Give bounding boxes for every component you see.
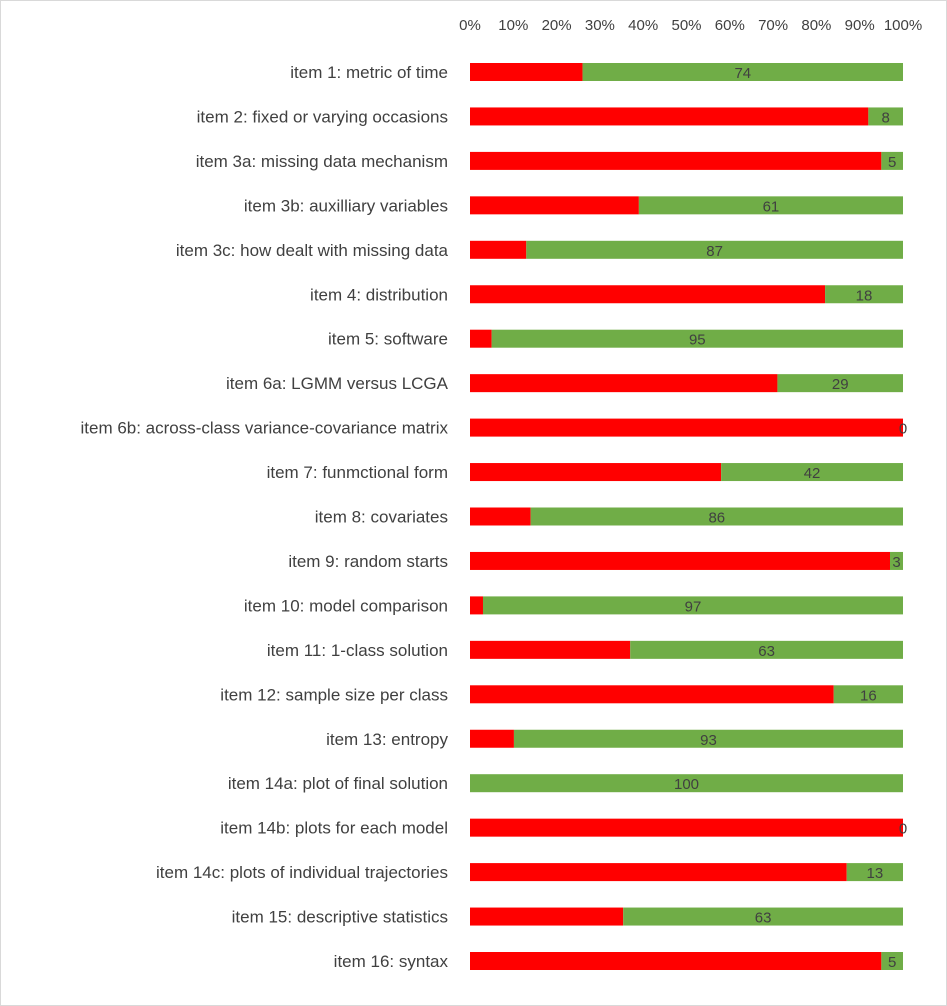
data-label: 29 bbox=[832, 376, 849, 393]
data-label: 42 bbox=[804, 465, 821, 482]
bar-segment-reported bbox=[868, 107, 903, 126]
x-tick-label: 10% bbox=[498, 17, 528, 34]
bar-segment-not-reported bbox=[470, 596, 483, 615]
bar-segment-reported bbox=[881, 952, 903, 970]
bar-segment-not-reported bbox=[470, 507, 531, 526]
x-tick-label: 60% bbox=[715, 17, 745, 34]
data-label: 86 bbox=[708, 510, 725, 527]
data-label: 87 bbox=[706, 243, 723, 260]
category-label: item 4: distribution bbox=[310, 285, 448, 304]
bar-segment-reported bbox=[526, 240, 903, 259]
category-labels: item 1: metric of time item 2: fixed or v… bbox=[80, 63, 448, 971]
data-label: 63 bbox=[755, 910, 772, 927]
category-label: item 3b: auxilliary variables bbox=[244, 196, 448, 215]
bar-segment-not-reported bbox=[470, 329, 492, 348]
x-tick-label: 40% bbox=[628, 17, 658, 34]
bar-segment-reported bbox=[470, 774, 903, 793]
data-label: 100 bbox=[674, 776, 699, 793]
data-labels: 74 8 5 61 87 18 95 29 0 42 86 3 97 63 16 93 100 0 13 63 5 bbox=[674, 65, 907, 971]
category-label: item 12: sample size per class bbox=[220, 685, 448, 704]
data-label: 8 bbox=[882, 109, 890, 126]
bar-segment-not-reported bbox=[470, 729, 514, 748]
data-label: 0 bbox=[899, 821, 907, 838]
bar-segment-not-reported bbox=[470, 196, 639, 215]
category-label: item 9: random starts bbox=[288, 552, 448, 571]
bar-segment-reported bbox=[582, 63, 903, 81]
bar-segment-not-reported bbox=[470, 151, 882, 170]
category-label: item 7: funmctional form bbox=[267, 463, 448, 482]
x-tick-label: 30% bbox=[585, 17, 615, 34]
bar-segment-not-reported bbox=[470, 907, 624, 926]
data-label: 95 bbox=[689, 332, 706, 349]
bar-segment-reported bbox=[890, 551, 903, 570]
category-label: item 14c: plots of individual trajectori… bbox=[156, 863, 448, 882]
bar-segment-not-reported bbox=[470, 952, 882, 970]
bar-segment-reported bbox=[491, 329, 903, 348]
bar-segment-not-reported bbox=[470, 418, 903, 437]
data-label: 63 bbox=[758, 643, 775, 660]
data-label: 61 bbox=[763, 198, 780, 215]
bar-segment-not-reported bbox=[470, 285, 826, 304]
bar-segment-not-reported bbox=[470, 63, 583, 81]
data-label: 0 bbox=[899, 421, 907, 438]
data-label: 13 bbox=[867, 865, 884, 882]
data-label: 18 bbox=[856, 287, 873, 304]
bar-segment-reported bbox=[881, 151, 903, 170]
category-label: item 15: descriptive statistics bbox=[232, 908, 448, 927]
bar-segment-reported bbox=[825, 285, 903, 304]
bar-segment-not-reported bbox=[470, 107, 869, 126]
data-label: 5 bbox=[888, 154, 896, 171]
x-tick-label: 0% bbox=[459, 17, 481, 34]
category-label: item 8: covariates bbox=[315, 508, 448, 527]
category-label: item 2: fixed or varying occasions bbox=[197, 107, 448, 126]
category-label: item 6b: across-class variance-covarianc… bbox=[80, 419, 448, 438]
bar-segment-reported bbox=[530, 507, 903, 526]
category-label: item 10: model comparison bbox=[244, 596, 448, 615]
category-label: item 3a: missing data mechanism bbox=[196, 152, 448, 171]
bar-segment-not-reported bbox=[470, 818, 903, 837]
category-label: item 3c: how dealt with missing data bbox=[176, 241, 449, 260]
category-label: item 6a: LGMM versus LCGA bbox=[226, 374, 449, 393]
category-label: item 14b: plots for each model bbox=[220, 819, 448, 838]
category-label: item 1: metric of time bbox=[290, 63, 448, 82]
category-label: item 11: 1-class solution bbox=[267, 641, 448, 660]
category-label: item 16: syntax bbox=[334, 952, 449, 971]
bar-segment-reported bbox=[721, 463, 903, 482]
bar-segment-reported bbox=[513, 729, 903, 748]
bar-segment-reported bbox=[638, 196, 903, 215]
x-tick-label: 100% bbox=[884, 17, 922, 34]
x-tick-label: 50% bbox=[671, 17, 701, 34]
bar-segment-not-reported bbox=[470, 685, 834, 704]
bar-segment-not-reported bbox=[470, 240, 527, 259]
x-tick-label: 90% bbox=[845, 17, 875, 34]
data-label: 97 bbox=[685, 598, 702, 615]
bar-segment-not-reported bbox=[470, 463, 722, 482]
bar-segment-reported bbox=[623, 907, 903, 926]
bar-segment-not-reported bbox=[470, 863, 847, 882]
data-label: 3 bbox=[892, 554, 900, 571]
x-axis-ticks: 0% 10% 20% 30% 40% 50% 60% 70% 80% 90% 100% bbox=[459, 17, 922, 34]
bar-segment-reported bbox=[833, 685, 903, 704]
x-tick-label: 80% bbox=[801, 17, 831, 34]
category-label: item 5: software bbox=[328, 330, 448, 349]
data-label: 74 bbox=[734, 65, 751, 82]
bars bbox=[470, 63, 903, 970]
data-label: 93 bbox=[700, 732, 717, 749]
bar-segment-not-reported bbox=[470, 374, 778, 393]
bar-segment-not-reported bbox=[470, 640, 631, 659]
category-label: item 14a: plot of final solution bbox=[228, 774, 448, 793]
bar-segment-reported bbox=[630, 640, 903, 659]
bar-segment-reported bbox=[482, 596, 903, 615]
bar-segment-reported bbox=[846, 863, 903, 882]
x-tick-label: 70% bbox=[758, 17, 788, 34]
x-tick-label: 20% bbox=[542, 17, 572, 34]
bar-segment-not-reported bbox=[470, 551, 891, 570]
data-label: 5 bbox=[888, 954, 896, 971]
bar-segment-reported bbox=[777, 374, 903, 393]
data-label: 16 bbox=[860, 687, 877, 704]
category-label: item 13: entropy bbox=[326, 730, 448, 749]
